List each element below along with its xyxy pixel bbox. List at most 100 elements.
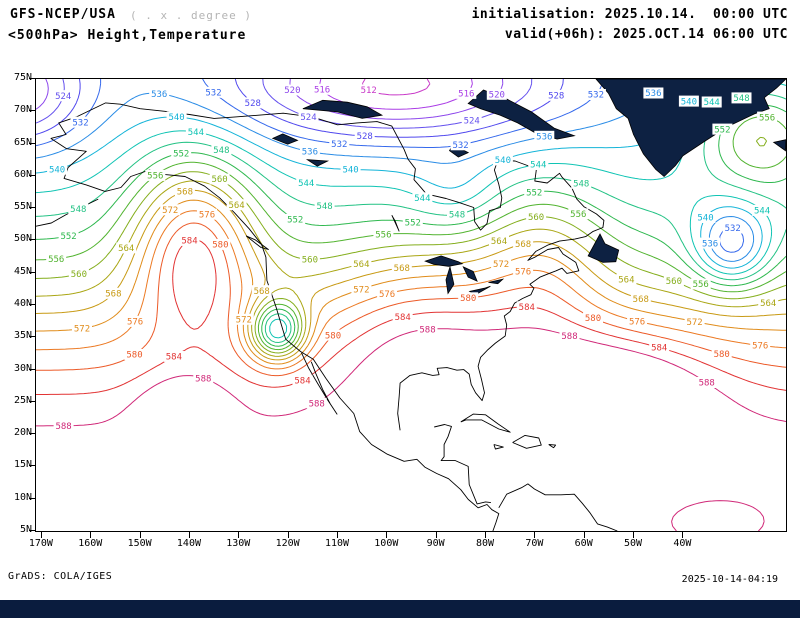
contour-label: 572 [493, 260, 509, 270]
contour-label: 556 [48, 255, 64, 265]
contour-label-bg [233, 313, 254, 325]
contour-label: 572 [353, 285, 369, 295]
axis-tick [40, 532, 42, 538]
contour-label-bg [486, 88, 507, 100]
contour-label: 548 [573, 180, 589, 190]
contour-label: 576 [127, 318, 143, 328]
contour-label: 540 [495, 156, 511, 166]
axis-tick [485, 532, 486, 538]
contour-label: 564 [228, 201, 244, 211]
contour-label: 520 [489, 91, 505, 101]
contour-label-bg [329, 138, 350, 150]
contour-label-bg [163, 350, 184, 362]
contour-label: 572 [686, 318, 702, 328]
lat-tick-label: 45N [13, 265, 32, 277]
contour-label: 548 [70, 205, 86, 215]
contour-label-bg [116, 242, 137, 254]
contour-label: 528 [548, 92, 564, 102]
contour-label: 576 [379, 290, 395, 300]
coastline [245, 235, 269, 250]
contour-label: 548 [449, 211, 465, 221]
contour-label: 580 [460, 294, 476, 304]
contour-label: 544 [298, 179, 314, 189]
contour-label-bg [712, 123, 733, 135]
contour-label: 552 [714, 125, 730, 135]
contour-label: 548 [733, 94, 749, 104]
contour-label-bg [526, 211, 547, 223]
contour-label: 564 [118, 244, 134, 254]
contour-label-bg [513, 238, 534, 250]
axis-tick [682, 532, 684, 538]
contour-label-bg [103, 287, 124, 299]
contour-label-bg [700, 237, 721, 249]
contour-label-bg [68, 203, 89, 215]
contour-label: 528 [245, 99, 261, 109]
contour-label-bg [306, 397, 327, 409]
contour-label: 588 [419, 326, 435, 336]
contour-label: 572 [236, 316, 252, 326]
contour-label-bg [282, 84, 303, 96]
landmass [488, 278, 505, 285]
contour-label-bg [492, 154, 513, 166]
lat-tick-label: 65N [13, 136, 32, 148]
contour-label-bg [292, 374, 313, 386]
contour-label-bg [211, 144, 232, 156]
grads-credit: GrADS: COLA/IGES [8, 571, 113, 582]
lat-tick-label: 30N [13, 362, 32, 374]
lat-tick-label: 75N [13, 72, 32, 83]
contour-label-bg [450, 139, 471, 151]
contour-label-bg [758, 297, 779, 309]
lat-tick-label: 55N [13, 201, 32, 213]
lon-tick-label: 110W [324, 538, 350, 549]
contour-label-bg [546, 89, 567, 101]
lon-tick-label: 90W [426, 538, 445, 549]
contour-label-bg [340, 164, 361, 175]
lat-tick-label: 70N [13, 104, 32, 116]
contour-label: 552 [173, 150, 189, 160]
axis-tick [287, 532, 289, 538]
lon-tick-label: 140W [176, 538, 201, 549]
lon-tick-label: 40W [673, 538, 692, 549]
axis-tick [188, 532, 190, 538]
coastline [460, 413, 511, 433]
contour-label-bg [145, 169, 166, 181]
resolution-note: ( . x . degree ) [130, 9, 252, 22]
contour-label: 516 [458, 90, 474, 100]
contour-label-bg [616, 274, 637, 285]
contour-label-bg [513, 265, 534, 277]
contour-label-bg [226, 199, 247, 211]
contour-label: 532 [205, 89, 221, 99]
lat-tick-label: 20N [13, 427, 32, 439]
contour-label: 568 [177, 188, 193, 198]
contour-label: 568 [515, 240, 531, 250]
contour-label-bg [47, 163, 68, 175]
contour-label-bg [171, 147, 192, 159]
contour-label-bg [296, 177, 317, 189]
contour-label: 556 [570, 210, 586, 220]
contour-label: 548 [213, 146, 229, 156]
contour-label: 536 [302, 148, 318, 158]
landmass [271, 133, 299, 145]
contour-label-bg [203, 86, 224, 98]
contour-label: 544 [414, 194, 430, 204]
landmass [462, 266, 478, 282]
lon-tick-label: 50W [624, 538, 643, 549]
coastline [548, 444, 557, 449]
lon-tick-label: 70W [525, 538, 544, 549]
contour-label-bg [70, 116, 91, 128]
contour-label-bg [568, 208, 589, 220]
contour-label-bg [516, 301, 537, 313]
initialisation-time: initialisation: 2025.10.14. 00:00 UTC [471, 7, 788, 22]
lon-tick-label: 130W [226, 538, 251, 549]
landmass [424, 255, 464, 267]
contour-line-580 [36, 222, 786, 377]
contour-label-bg [251, 285, 272, 297]
contour-label-bg [571, 177, 592, 189]
contour-label: 532 [72, 118, 88, 128]
contour-label: 536 [645, 89, 661, 99]
contour-label-bg [174, 185, 195, 197]
axis-tick [583, 532, 585, 538]
contour-label: 560 [71, 270, 87, 280]
contour-label: 524 [55, 92, 71, 102]
contour-label-bg [695, 212, 716, 223]
